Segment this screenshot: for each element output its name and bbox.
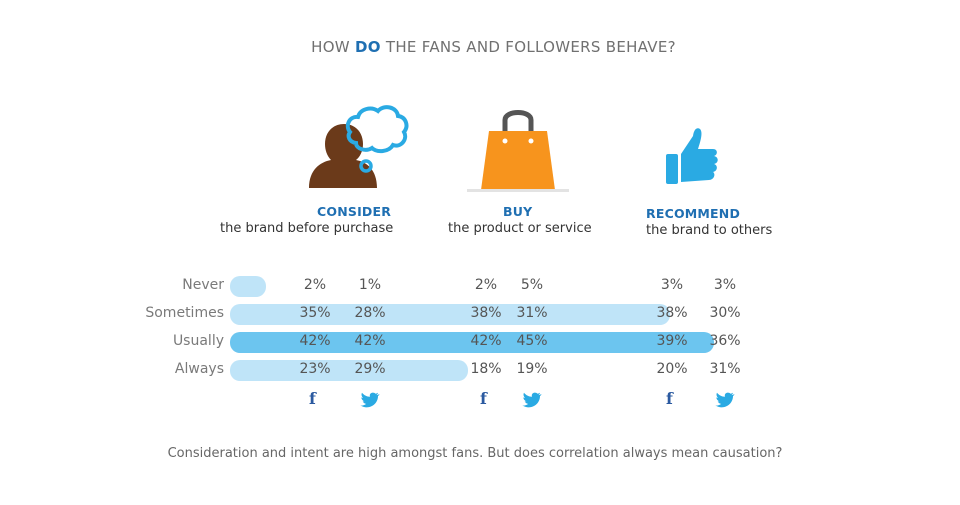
category-buy-sub: the product or service — [448, 221, 592, 236]
value-never-consider-facebook: 2% — [303, 277, 327, 293]
bar-never — [230, 276, 267, 297]
value-usually-recommend-twitter: 36% — [709, 333, 741, 349]
value-usually-consider-twitter: 42% — [354, 333, 386, 349]
category-buy-heading: BUY — [503, 204, 533, 219]
value-usually-consider-facebook: 42% — [299, 333, 331, 349]
row-label-sometimes: Sometimes — [145, 305, 224, 321]
value-always-consider-twitter: 29% — [354, 361, 386, 377]
facebook-icon: f — [309, 389, 316, 408]
value-never-buy-twitter: 5% — [520, 277, 544, 293]
value-sometimes-recommend-facebook: 38% — [656, 305, 688, 321]
twitter-icon — [522, 392, 542, 408]
row-label-never: Never — [182, 277, 224, 293]
title-highlight: DO — [355, 38, 381, 56]
category-recommend-heading: RECOMMEND — [646, 206, 741, 221]
facebook-icon: f — [480, 389, 487, 408]
bar-always — [230, 360, 468, 381]
value-sometimes-buy-facebook: 38% — [470, 305, 502, 321]
thumbs-up-icon — [666, 128, 718, 184]
category-consider-sub: the brand before purchase — [220, 221, 394, 236]
value-sometimes-buy-twitter: 31% — [516, 305, 548, 321]
value-never-consider-twitter: 1% — [358, 277, 382, 293]
value-never-buy-facebook: 2% — [474, 277, 498, 293]
facebook-icon: f — [666, 389, 673, 408]
value-always-recommend-twitter: 31% — [709, 361, 741, 377]
value-never-recommend-twitter: 3% — [713, 277, 737, 293]
chart-title: HOW DO THE FANS AND FOLLOWERS BEHAVE? — [311, 38, 676, 56]
value-never-recommend-facebook: 3% — [660, 277, 684, 293]
row-label-always: Always — [174, 361, 224, 377]
category-recommend-sub: the brand to others — [646, 223, 773, 238]
bar-usually — [230, 332, 715, 353]
twitter-icon — [360, 392, 380, 408]
caption: Consideration and intent are high amongs… — [167, 446, 783, 461]
value-always-recommend-facebook: 20% — [656, 361, 688, 377]
bar-sometimes — [230, 304, 670, 325]
shopping-bag-icon — [467, 110, 569, 192]
value-usually-buy-twitter: 45% — [516, 333, 548, 349]
value-usually-recommend-facebook: 39% — [656, 333, 688, 349]
value-always-consider-facebook: 23% — [299, 361, 331, 377]
value-always-buy-twitter: 19% — [516, 361, 548, 377]
value-always-buy-facebook: 18% — [470, 361, 502, 377]
category-consider-heading: CONSIDER — [317, 204, 392, 219]
row-label-usually: Usually — [172, 333, 224, 349]
twitter-icon — [715, 392, 735, 408]
value-sometimes-consider-twitter: 28% — [354, 305, 386, 321]
thinking-person-icon — [309, 105, 409, 188]
value-sometimes-consider-facebook: 35% — [299, 305, 331, 321]
value-usually-buy-facebook: 42% — [470, 333, 502, 349]
value-sometimes-recommend-twitter: 30% — [709, 305, 741, 321]
